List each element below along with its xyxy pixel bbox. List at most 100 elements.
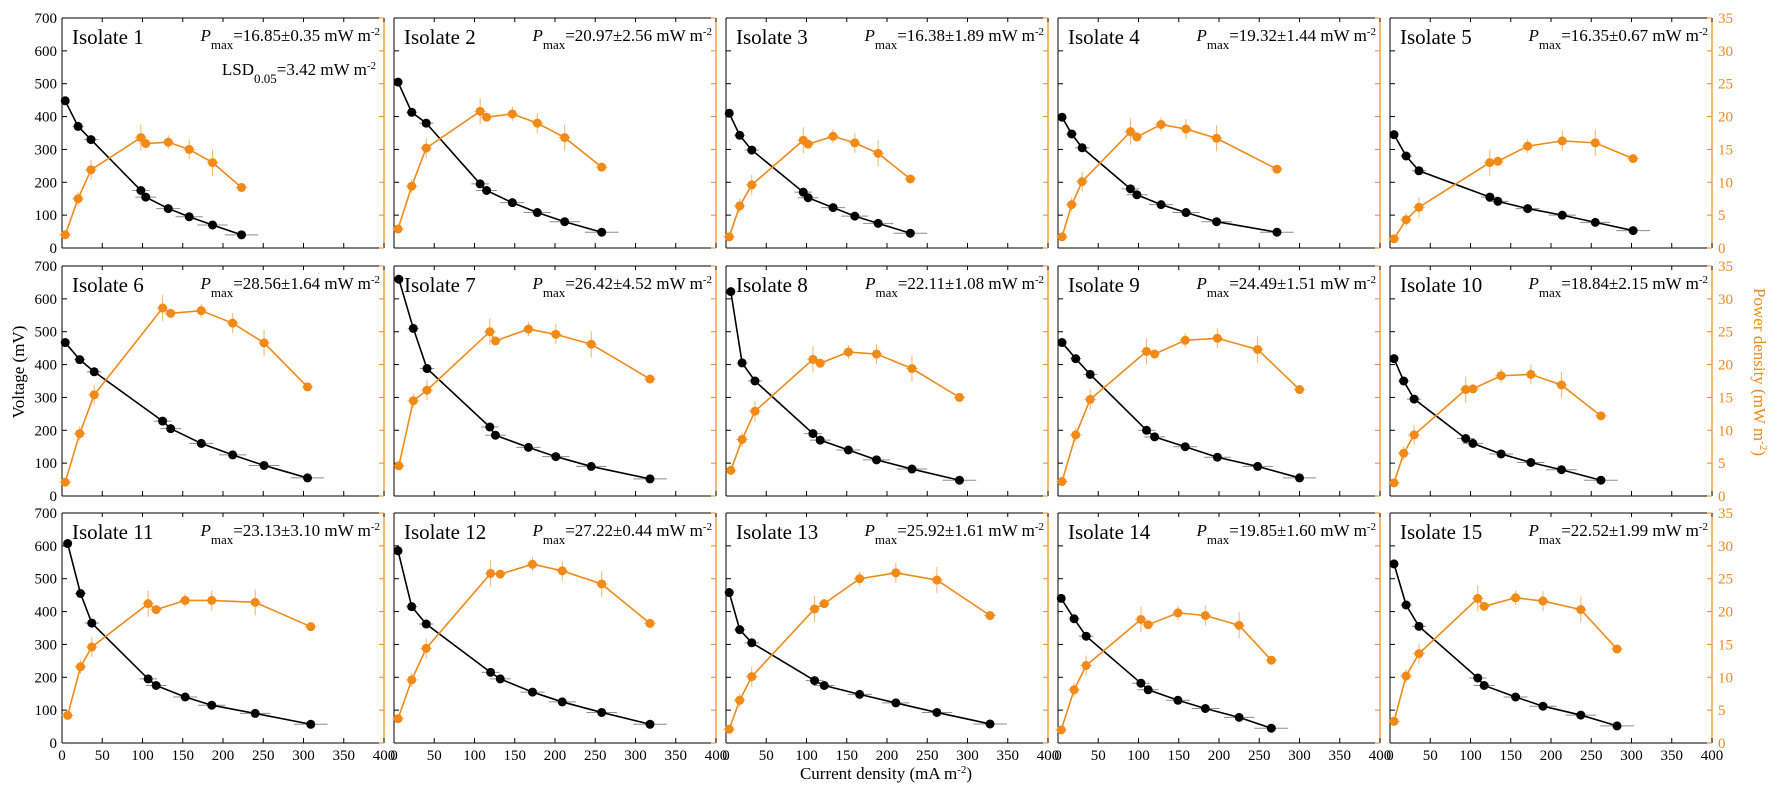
voltage-point [1212, 452, 1222, 462]
power-series-line [1393, 373, 1602, 484]
voltage-point [815, 435, 825, 445]
y-left-tick-label: 600 [35, 44, 58, 60]
voltage-point [1077, 143, 1087, 153]
voltage-point [490, 430, 500, 440]
y-right-tick-label: 15 [1718, 390, 1733, 406]
pmax-symbol: P [531, 274, 542, 293]
y-left-tick-label: 0 [50, 241, 58, 257]
power-point [163, 137, 173, 147]
voltage-point [1414, 166, 1424, 176]
power-point [523, 324, 533, 334]
y-left-tick-label: 300 [35, 142, 58, 158]
voltage-point [1234, 712, 1244, 722]
power-point [143, 599, 153, 609]
x-tick-label: 300 [1288, 748, 1311, 764]
power-point [1493, 156, 1503, 166]
voltage-point [560, 217, 570, 227]
power-point [815, 358, 825, 368]
pmax-annotation: Pmax=16.35±0.67 mW m-2 [1527, 26, 1708, 52]
x-tick-label: 100 [1459, 748, 1482, 764]
voltage-point [207, 700, 217, 710]
voltage-point [1212, 217, 1222, 227]
power-point [87, 642, 97, 652]
lsd-value: =3.42 mW m [277, 60, 367, 79]
voltage-point [954, 475, 964, 485]
voltage-point [1576, 710, 1586, 720]
voltage-point [1069, 614, 1079, 624]
power-point [1590, 138, 1600, 148]
voltage-point [803, 193, 813, 203]
voltage-point [586, 461, 596, 471]
pmax-subscript: max [875, 37, 898, 52]
voltage-point [1272, 227, 1282, 237]
power-point [507, 109, 517, 119]
voltage-point [196, 438, 206, 448]
voltage-point [86, 135, 96, 145]
voltage-series-line [1393, 134, 1634, 232]
power-point [1479, 601, 1489, 611]
y-right-label-sup: -2 [1757, 441, 1769, 450]
power-point [1576, 605, 1586, 615]
power-point [954, 392, 964, 402]
power-point [158, 303, 168, 313]
y-left-tick-label: 600 [35, 539, 58, 555]
power-point [73, 194, 83, 204]
pmax-annotation: Pmax=26.42±4.52 mW m-2 [531, 274, 712, 300]
power-point [259, 338, 269, 348]
isolate-label: Isolate 9 [1068, 273, 1140, 297]
pmax-value: =20.97±2.56 mW m [565, 26, 703, 45]
power-point [747, 180, 757, 190]
power-point [1212, 133, 1222, 143]
voltage-point [485, 422, 495, 432]
x-tick-label: 250 [252, 748, 275, 764]
y-left-tick-label: 100 [35, 456, 58, 472]
x-tick-label: 300 [624, 748, 647, 764]
pmax-value: =27.22±0.44 mW m [565, 521, 703, 540]
voltage-point [523, 442, 533, 452]
voltage-point [1401, 600, 1411, 610]
power-point [250, 597, 260, 607]
pmax-annotation: Pmax=16.38±1.89 mW m-2 [863, 26, 1044, 52]
y-left-tick-label: 100 [35, 208, 58, 224]
voltage-point [1485, 192, 1495, 202]
power-point [527, 559, 537, 569]
power-point [1085, 394, 1095, 404]
pmax-subscript: max [211, 37, 234, 52]
power-point [1496, 371, 1506, 381]
voltage-point [735, 130, 745, 140]
y-right-tick-label: 20 [1718, 358, 1733, 374]
power-point [1295, 385, 1304, 395]
x-tick-label: 50 [95, 748, 110, 764]
power-point [1409, 430, 1419, 440]
chart-panel-3: Isolate 3 Pmax=16.38±1.89 mW m-2 [723, 17, 1049, 249]
pmax-subscript: max [543, 285, 566, 300]
x-tick-label: 200 [1540, 748, 1563, 764]
power-point [485, 327, 495, 337]
voltage-point [507, 198, 517, 208]
x-tick-label: 0 [58, 748, 66, 764]
x-tick-label: 250 [1580, 748, 1603, 764]
y-right-label-tail: ) [1750, 450, 1769, 456]
x-tick-label: 250 [916, 748, 939, 764]
power-point [1556, 380, 1566, 390]
power-point [184, 144, 194, 154]
voltage-point [407, 107, 417, 117]
power-point [1511, 593, 1521, 603]
isolate-label: Isolate 12 [404, 520, 486, 544]
voltage-point [1180, 442, 1190, 452]
x-tick-label: 300 [1620, 748, 1643, 764]
power-point [1212, 333, 1222, 343]
pmax-unit-exponent: -2 [1699, 26, 1708, 38]
x-tick-label: 150 [172, 748, 195, 764]
power-point [1156, 119, 1166, 129]
voltage-point [393, 546, 403, 556]
voltage-point [907, 464, 917, 474]
voltage-point [1057, 338, 1067, 348]
y-right-tick-label: 10 [1718, 175, 1733, 191]
voltage-point [208, 220, 218, 230]
y-right-tick-label: 25 [1718, 572, 1733, 588]
voltage-point [726, 287, 736, 297]
isolate-label: Isolate 14 [1068, 520, 1151, 544]
voltage-point [1401, 151, 1411, 161]
x-tick-label: 200 [212, 748, 235, 764]
